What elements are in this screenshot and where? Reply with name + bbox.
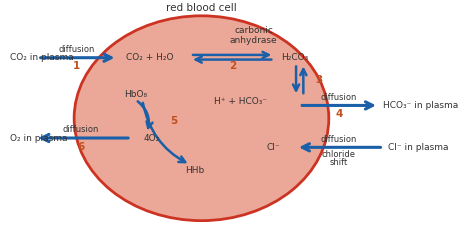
Text: O₂ in plasma: O₂ in plasma — [10, 134, 68, 143]
Text: 6: 6 — [77, 142, 84, 152]
Text: shift: shift — [330, 158, 348, 167]
Text: 4: 4 — [335, 109, 343, 119]
Text: 4O₂: 4O₂ — [143, 134, 160, 143]
Text: 1: 1 — [73, 61, 80, 71]
Text: CO₂ in plasma: CO₂ in plasma — [10, 53, 74, 62]
Text: 2: 2 — [229, 61, 236, 71]
Text: H₂CO₃: H₂CO₃ — [281, 53, 308, 62]
Text: HHb: HHb — [185, 166, 204, 175]
Text: 3: 3 — [315, 75, 322, 85]
Text: red blood cell: red blood cell — [166, 3, 237, 13]
Text: chloride: chloride — [322, 150, 356, 159]
Text: HbO₈: HbO₈ — [124, 90, 147, 99]
Text: diffusion: diffusion — [320, 135, 357, 144]
Text: Cl⁻: Cl⁻ — [266, 143, 280, 152]
Text: carbonic: carbonic — [234, 26, 273, 35]
Text: CO₂ + H₂O: CO₂ + H₂O — [127, 53, 174, 62]
Text: anhydrase: anhydrase — [230, 36, 278, 45]
Text: diffusion: diffusion — [63, 125, 99, 134]
Text: diffusion: diffusion — [58, 45, 95, 54]
Text: 5: 5 — [171, 116, 178, 126]
Text: H⁺ + HCO₃⁻: H⁺ + HCO₃⁻ — [214, 97, 267, 106]
Text: Cl⁻ in plasma: Cl⁻ in plasma — [388, 143, 448, 152]
Ellipse shape — [74, 16, 329, 221]
Text: diffusion: diffusion — [320, 93, 357, 102]
Text: HCO₃⁻ in plasma: HCO₃⁻ in plasma — [383, 101, 459, 110]
